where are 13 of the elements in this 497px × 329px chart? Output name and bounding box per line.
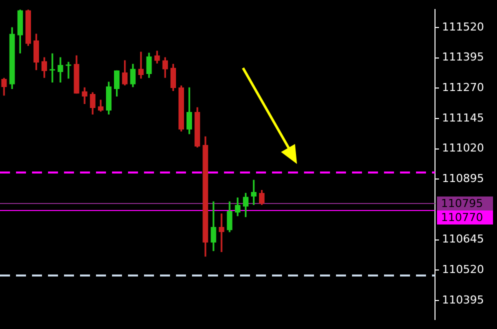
y-tick-label: 111270 [442, 81, 484, 94]
ref-line-label: 110770 [441, 210, 483, 224]
candlestick [218, 214, 224, 252]
y-tick-label: 111020 [442, 142, 484, 155]
y-tick-label: 110395 [442, 293, 484, 306]
y-tick-label: 110895 [442, 172, 484, 186]
y-tick-label: 111145 [442, 111, 484, 124]
ref-line-label: 110795 [441, 196, 483, 210]
y-tick-label: 110520 [442, 263, 484, 276]
y-tick-label: 111395 [442, 50, 484, 64]
y-tick-label: 110645 [442, 232, 484, 246]
y-tick-label: 111520 [442, 20, 484, 34]
candlestick [138, 52, 144, 79]
